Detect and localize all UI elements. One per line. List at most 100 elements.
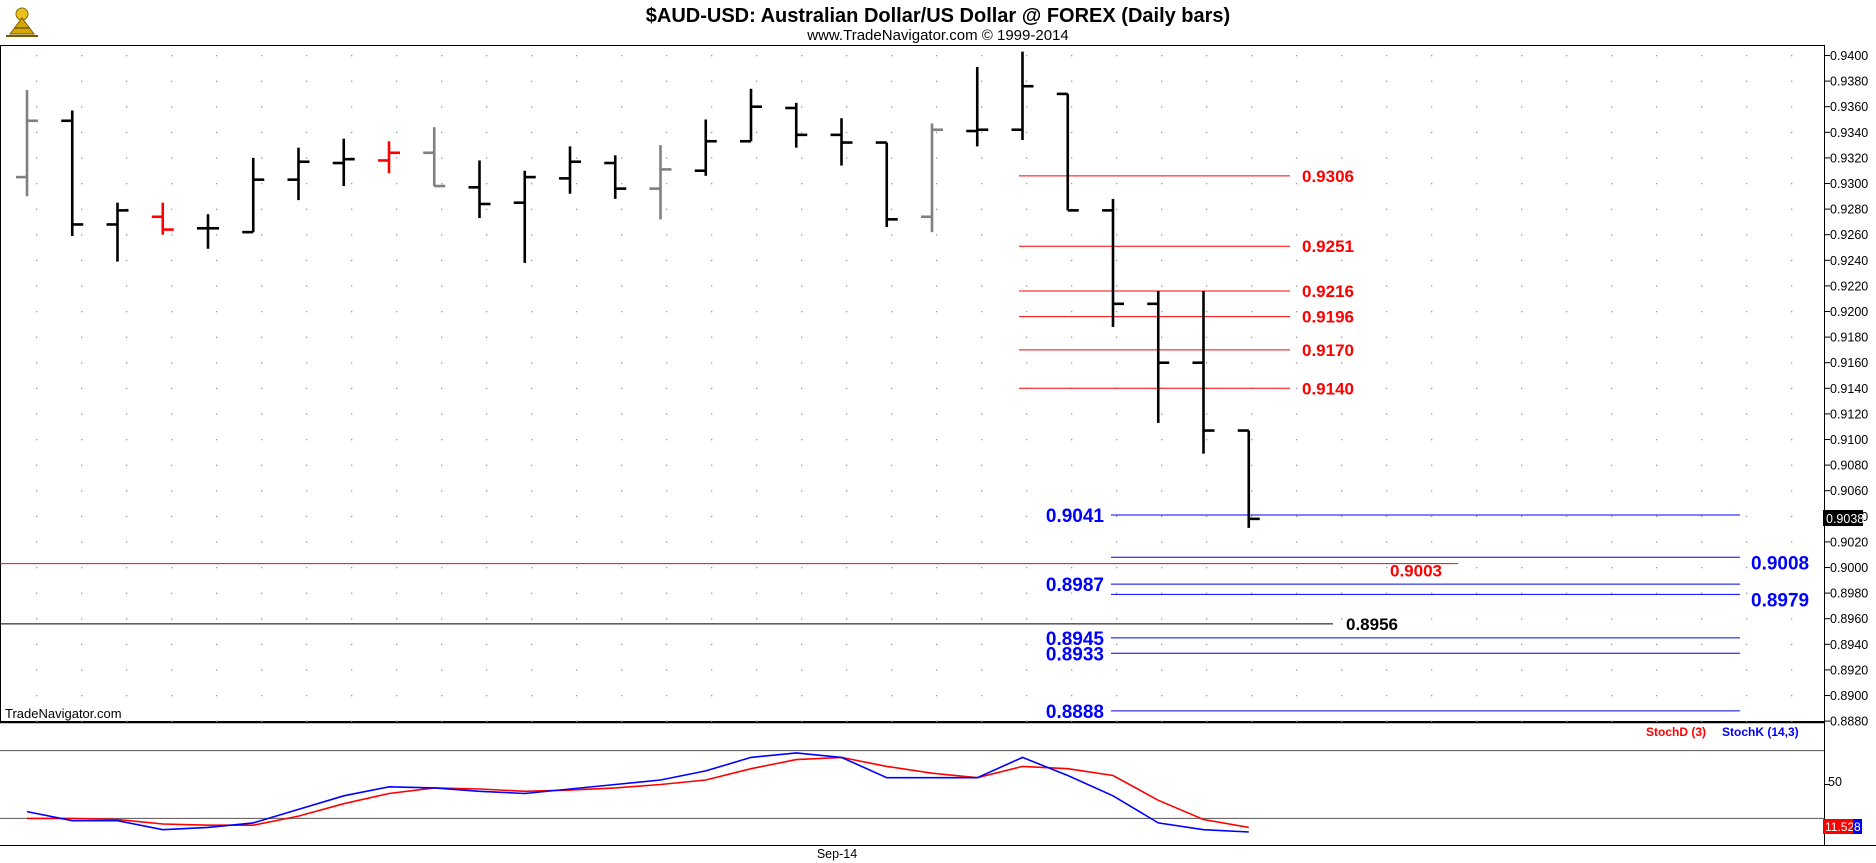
grid-dot [981, 336, 983, 338]
grid-dot [486, 208, 488, 210]
grid-dot [306, 515, 308, 518]
grid-dot [216, 413, 218, 415]
grid-dot [36, 80, 38, 82]
grid-dot [1746, 311, 1748, 313]
grid-dot [306, 208, 308, 210]
grid-dot [351, 413, 353, 415]
grid-dot [81, 490, 83, 492]
grid-dot [261, 285, 263, 287]
grid-dot [1026, 695, 1028, 697]
grid-dot [1386, 515, 1388, 518]
grid-dot [1161, 720, 1163, 722]
grid-dot [351, 541, 353, 543]
grid-dot [666, 720, 668, 722]
grid-dot [36, 208, 38, 210]
grid-dot [261, 669, 263, 671]
grid-dot [711, 413, 713, 415]
grid-dot [1071, 259, 1073, 262]
grid-dot [711, 157, 713, 159]
grid-dot [1386, 259, 1388, 262]
grid-dot [891, 362, 893, 364]
grid-dot [81, 643, 83, 646]
grid-dot [441, 567, 443, 569]
grid-dot [1611, 362, 1613, 364]
price-levels: 0.9306 0.9251 0.9216 0.9196 0.9170 0.9140 0.90… [0, 167, 1809, 723]
grid-dot [126, 106, 128, 108]
grid-dot [1116, 285, 1118, 287]
grid-dot [1206, 157, 1208, 159]
grid-dot [351, 567, 353, 569]
grid-dot [1701, 157, 1703, 159]
grid-dot [1521, 208, 1523, 210]
grid-dot [1161, 618, 1163, 620]
grid-dot [1206, 413, 1208, 415]
grid-dot [171, 183, 173, 185]
grid-dot [981, 80, 983, 82]
grid-dot [81, 464, 83, 466]
grid-dot [1161, 311, 1163, 313]
grid-dot [1161, 106, 1163, 108]
grid-dot [1116, 362, 1118, 364]
stoch-k-value-box [1823, 819, 1853, 834]
grid-dot [441, 490, 443, 492]
grid-dot [351, 439, 353, 441]
grid-dot [81, 567, 83, 569]
grid-dot [1116, 567, 1118, 569]
support-label: 0.9008 [1751, 553, 1809, 574]
grid-dot [756, 55, 758, 57]
grid-dot [396, 515, 398, 518]
grid-dot [1116, 413, 1118, 415]
grid-dot [306, 695, 308, 697]
grid-dot [1386, 183, 1388, 185]
grid-dot [1521, 285, 1523, 287]
grid-dot [486, 336, 488, 338]
grid-dot [1611, 618, 1613, 620]
grid-dot [1701, 464, 1703, 466]
grid-dot [1791, 80, 1793, 82]
grid-dot [621, 720, 623, 722]
grid-dot [441, 669, 443, 671]
y-tick-label: 0.9260 [1830, 228, 1868, 242]
grid-dot [1341, 362, 1343, 364]
grid-dot [1071, 567, 1073, 569]
grid-dot [1251, 157, 1253, 159]
grid-dot [81, 234, 83, 236]
grid-dot [1296, 464, 1298, 466]
grid-dot [981, 387, 983, 390]
grid-dot [936, 80, 938, 82]
grid-dot [1251, 695, 1253, 697]
grid-dot [1566, 669, 1568, 671]
grid-dot [81, 618, 83, 620]
grid-dot [846, 106, 848, 108]
grid-dot [801, 515, 803, 518]
grid-dot [1026, 55, 1028, 57]
grid-dot [306, 183, 308, 185]
grid-dot [1791, 157, 1793, 159]
grid-dot [441, 234, 443, 236]
grid-dot [936, 208, 938, 210]
grid-dot [846, 643, 848, 646]
grid-dot [1341, 183, 1343, 185]
grid-dot [486, 592, 488, 594]
grid-dot [1206, 592, 1208, 594]
y-tick-label: 0.9140 [1830, 382, 1868, 396]
grid-dot [1656, 387, 1658, 390]
grid-dot [306, 336, 308, 338]
grid-dot [666, 106, 668, 108]
grid-dot [261, 208, 263, 210]
grid-dot [1656, 157, 1658, 159]
y-tick-label: 0.9320 [1830, 151, 1868, 165]
grid-dot [756, 618, 758, 620]
grid-dot [1341, 311, 1343, 313]
grid-dot [936, 413, 938, 415]
grid-dot [1431, 695, 1433, 697]
price-axis: 0.9400 0.9380 0.9360 0.9340 0.9320 0.9300 0.92… [1824, 49, 1868, 729]
grid-dot [1566, 131, 1568, 134]
grid-dot [486, 720, 488, 722]
grid-dot [891, 106, 893, 108]
grid-dot [396, 541, 398, 543]
grid-dot [81, 131, 83, 134]
grid-dot [216, 362, 218, 364]
grid-dot [891, 285, 893, 287]
